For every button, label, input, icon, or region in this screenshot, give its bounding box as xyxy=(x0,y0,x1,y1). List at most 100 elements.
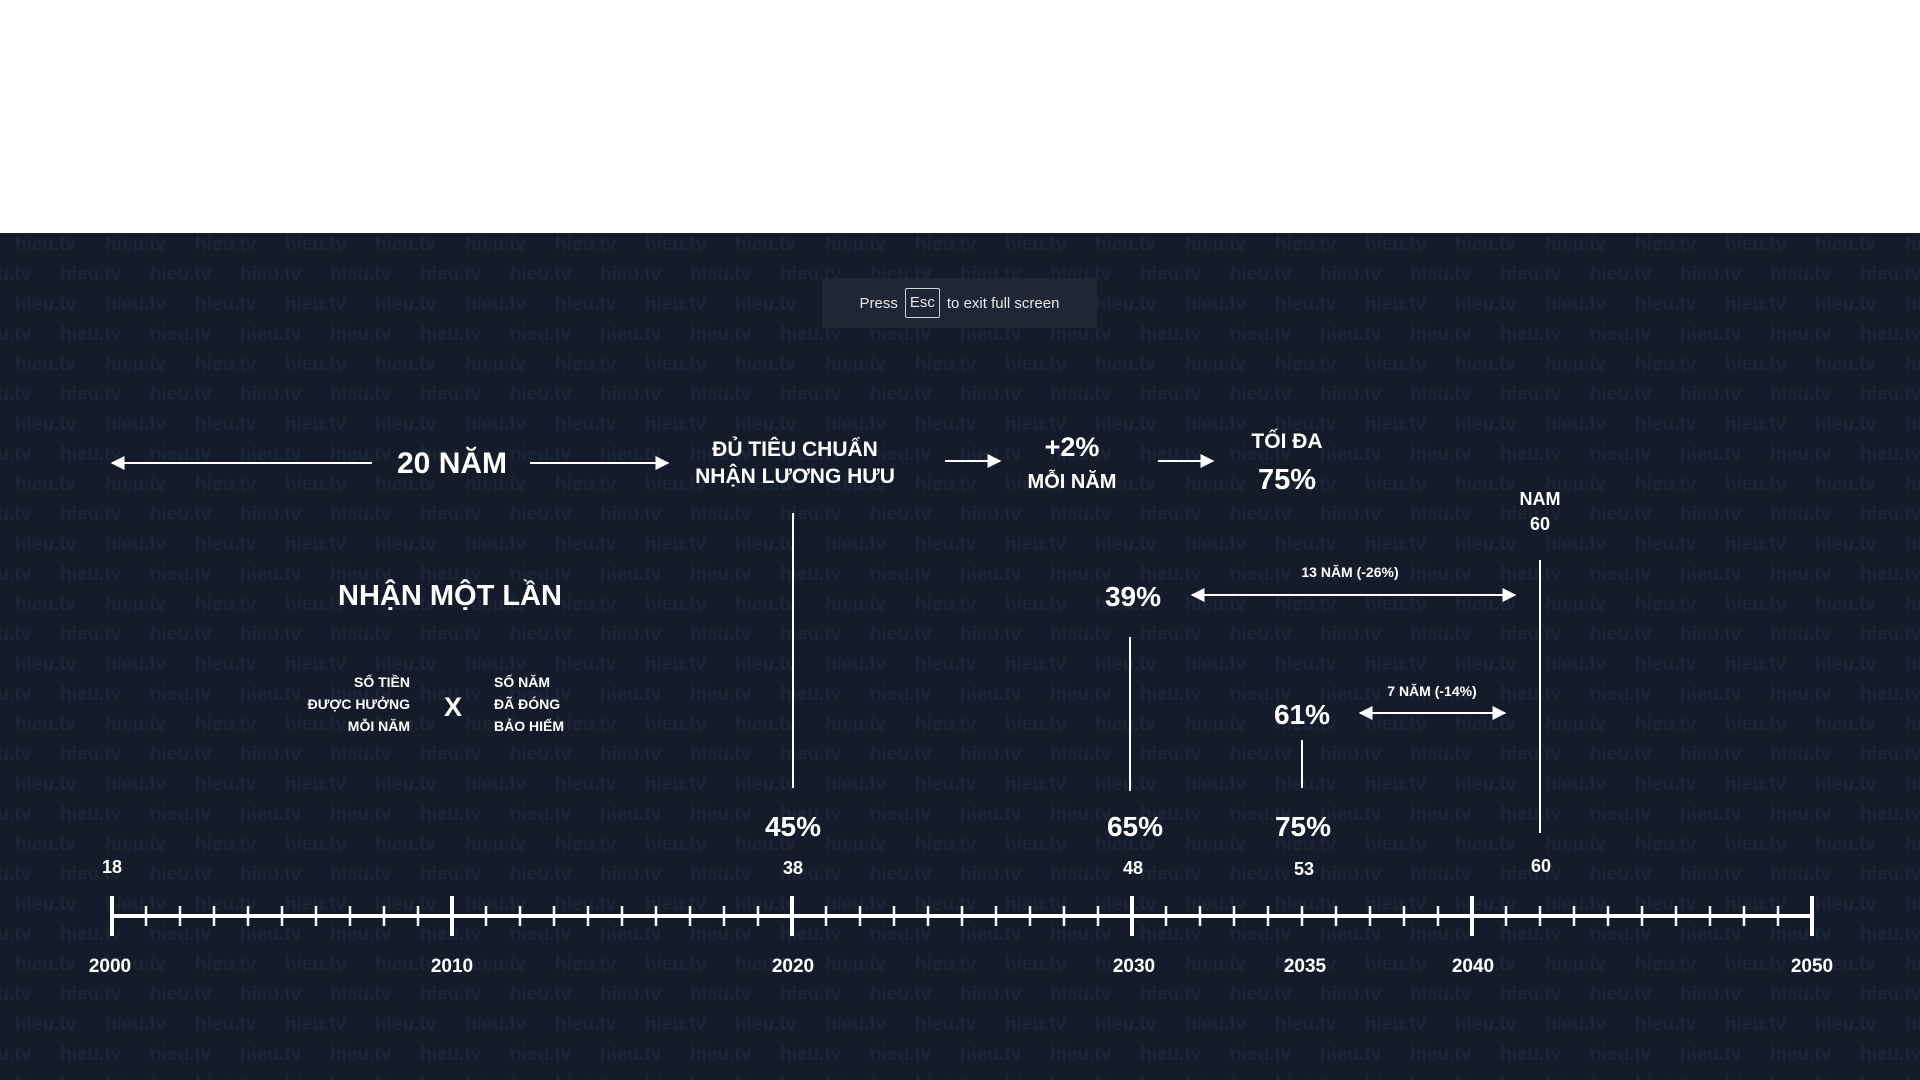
watermark-text: hieu.tv xyxy=(735,1074,797,1080)
watermark-text: hieu.tv xyxy=(915,1014,977,1035)
watermark-text: hieu.tv xyxy=(465,234,527,255)
watermark-text: hieu.tv xyxy=(645,834,707,855)
watermark-text: hieu.tv xyxy=(15,594,77,615)
watermark-text: hieu.tv xyxy=(1095,534,1157,555)
watermark-text: hieu.tv xyxy=(1860,684,1920,705)
watermark-text: hieu.tv xyxy=(195,474,257,495)
watermark-text: hieu.tv xyxy=(870,1044,932,1065)
watermark-text: hieu.tv xyxy=(1590,1044,1652,1065)
watermark-text: hieu.tv xyxy=(1230,804,1292,825)
watermark-text: hieu.tv xyxy=(1320,864,1382,885)
watermark-text: hieu.tv xyxy=(870,564,932,585)
watermark-text: hieu.tv xyxy=(600,864,662,885)
watermark-text: hieu.tv xyxy=(1095,294,1157,315)
watermark-text: hieu.tv xyxy=(1185,954,1247,975)
watermark-text: hieu.tv xyxy=(915,774,977,795)
watermark-text: hieu.tv xyxy=(1410,444,1472,465)
watermark-text: hieu.tv xyxy=(555,474,617,495)
watermark-text: hieu.tv xyxy=(1860,924,1920,945)
watermark-text: hieu.tv xyxy=(645,954,707,975)
watermark-text: hieu.tv xyxy=(555,774,617,795)
year-label-2010: 2010 xyxy=(431,956,473,977)
watermark-text: hieu.tv xyxy=(645,354,707,375)
watermark-text: hieu.tv xyxy=(780,744,842,765)
watermark-text: hieu.tv xyxy=(1815,954,1877,975)
watermark-text: hieu.tv xyxy=(15,354,77,375)
watermark-text: hieu.tv xyxy=(735,894,797,915)
watermark-text: hieu.tv xyxy=(960,864,1022,885)
esc-key-badge[interactable]: Esc xyxy=(904,288,940,318)
watermark-text: hieu.tv xyxy=(1635,234,1697,255)
watermark-text: hieu.tv xyxy=(1050,564,1112,585)
eligible-line2: NHẬN LƯƠNG HƯU xyxy=(695,464,895,488)
watermark-text: hieu.tv xyxy=(1140,564,1202,585)
watermark-text: hieu.tv xyxy=(195,894,257,915)
watermark-text: hieu.tv xyxy=(870,504,932,525)
watermark-text: hieu.tv xyxy=(690,564,752,585)
watermark-text: hieu.tv xyxy=(1005,534,1067,555)
watermark-text: hieu.tv xyxy=(1860,504,1920,525)
watermark-text: hieu.tv xyxy=(150,744,212,765)
watermark-text: hieu.tv xyxy=(105,894,167,915)
watermark-text: hieu.tv xyxy=(825,354,887,375)
watermark-text: hieu.tv xyxy=(825,1014,887,1035)
watermark-text: hieu.tv xyxy=(285,834,347,855)
watermark-text: hieu.tv xyxy=(555,894,617,915)
age-label-38: 38 xyxy=(783,858,803,878)
watermark-text: hieu.tv xyxy=(1275,954,1337,975)
watermark-text: hieu.tv xyxy=(285,234,347,255)
watermark-text: hieu.tv xyxy=(1455,954,1517,975)
watermark-text: hieu.tv xyxy=(1770,324,1832,345)
watermark-text: hieu.tv xyxy=(105,954,167,975)
watermark-text: hieu.tv xyxy=(60,324,122,345)
watermark-text: hieu.tv xyxy=(240,624,302,645)
watermark-text: hieu.tv xyxy=(375,414,437,435)
watermark-text: hieu.tv xyxy=(960,744,1022,765)
watermark-text: hieu.tv xyxy=(960,504,1022,525)
watermark-text: hieu.tv xyxy=(330,864,392,885)
watermark-text: hieu.tv xyxy=(510,864,572,885)
watermark-text: hieu.tv xyxy=(375,714,437,735)
watermark-text: hieu.tv xyxy=(510,684,572,705)
watermark-text: hieu.tv xyxy=(465,414,527,435)
exit-fullscreen-banner: Press Esc to exit full screen xyxy=(822,278,1097,328)
watermark-text: hieu.tv xyxy=(1005,654,1067,675)
watermark-text: hieu.tv xyxy=(1725,654,1787,675)
watermark-text: hieu.tv xyxy=(420,444,482,465)
watermark-text: hieu.tv xyxy=(915,534,977,555)
age-label-18: 18 xyxy=(102,857,122,877)
watermark-text: hieu.tv xyxy=(1140,504,1202,525)
watermark-text: hieu.tv xyxy=(1185,834,1247,855)
watermark-text: hieu.tv xyxy=(1635,474,1697,495)
watermark-text: hieu.tv xyxy=(1545,774,1607,795)
watermark-text: hieu.tv xyxy=(420,804,482,825)
watermark-text: hieu.tv xyxy=(195,714,257,735)
age-label-48: 48 xyxy=(1123,858,1143,878)
watermark-text: hieu.tv xyxy=(330,984,392,1005)
watermark-text: hieu.tv xyxy=(1500,984,1562,1005)
watermark-text: hieu.tv xyxy=(420,684,482,705)
watermark-text: hieu.tv xyxy=(1185,654,1247,675)
watermark-text: hieu.tv xyxy=(1905,774,1920,795)
watermark-text: hieu.tv xyxy=(1545,1074,1607,1080)
watermark-text: hieu.tv xyxy=(0,984,32,1005)
watermark-text: hieu.tv xyxy=(510,504,572,525)
watermark-text: hieu.tv xyxy=(780,444,842,465)
watermark-text: hieu.tv xyxy=(600,384,662,405)
watermark-text: hieu.tv xyxy=(1905,1074,1920,1080)
watermark-text: hieu.tv xyxy=(1590,324,1652,345)
watermark-text: hieu.tv xyxy=(1230,624,1292,645)
watermark-text: hieu.tv xyxy=(105,654,167,675)
watermark-text: hieu.tv xyxy=(1455,474,1517,495)
watermark-text: hieu.tv xyxy=(150,624,212,645)
watermark-text: hieu.tv xyxy=(105,474,167,495)
watermark-text: hieu.tv xyxy=(1455,414,1517,435)
watermark-text: hieu.tv xyxy=(1545,654,1607,675)
watermark-text: hieu.tv xyxy=(915,474,977,495)
watermark-text: hieu.tv xyxy=(1410,624,1472,645)
watermark-text: hieu.tv xyxy=(1545,834,1607,855)
watermark-text: hieu.tv xyxy=(105,714,167,735)
watermark-text: hieu.tv xyxy=(1815,294,1877,315)
watermark-text: hieu.tv xyxy=(555,834,617,855)
watermark-text: hieu.tv xyxy=(465,774,527,795)
